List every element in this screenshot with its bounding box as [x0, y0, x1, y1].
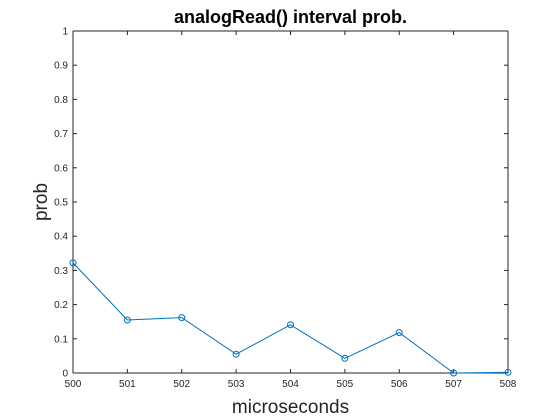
data-point [504, 368, 512, 376]
series-line [72, 262, 509, 374]
y-tick-label: 0.4 [54, 232, 68, 243]
x-tick-label: 508 [500, 379, 517, 390]
x-tick-label: 505 [337, 379, 354, 390]
data-point [123, 316, 131, 324]
x-tick-label: 506 [391, 379, 408, 390]
x-tick-label: 507 [445, 379, 462, 390]
y-axis-ticks: 0 0.1 0.2 0.3 0.4 0.5 0.6 0.7 0.8 0.9 1 [54, 27, 508, 380]
x-tick-label: 504 [282, 379, 299, 390]
data-point [69, 259, 77, 267]
x-tick-label: 500 [65, 379, 82, 390]
x-axis-title: microseconds [232, 397, 349, 418]
x-tick-label: 502 [173, 379, 190, 390]
y-tick-label: 0.2 [54, 300, 68, 311]
chart-title: analogRead() interval prob. [174, 7, 407, 27]
y-tick-label: 0.6 [54, 163, 68, 174]
x-tick-label: 501 [119, 379, 136, 390]
y-tick-label: 1 [62, 27, 68, 38]
data-point [450, 369, 458, 377]
data-point [287, 321, 294, 329]
data-point [395, 329, 403, 337]
y-tick-label: 0 [62, 369, 68, 380]
y-tick-label: 0.9 [54, 61, 68, 72]
y-axis-title: prob [31, 183, 52, 221]
data-point [178, 314, 186, 322]
x-axis-ticks: 500 501 502 503 504 505 506 507 508 [65, 31, 517, 390]
plot-area [73, 31, 508, 373]
series-layer [69, 259, 512, 377]
y-tick-label: 0.1 [54, 334, 68, 345]
y-tick-label: 0.7 [54, 129, 68, 140]
data-point [232, 350, 240, 358]
y-tick-label: 0.5 [54, 198, 68, 209]
data-point [341, 354, 349, 362]
x-tick-label: 503 [228, 379, 245, 390]
y-tick-label: 0.8 [54, 95, 68, 106]
y-tick-label: 0.3 [54, 266, 68, 277]
